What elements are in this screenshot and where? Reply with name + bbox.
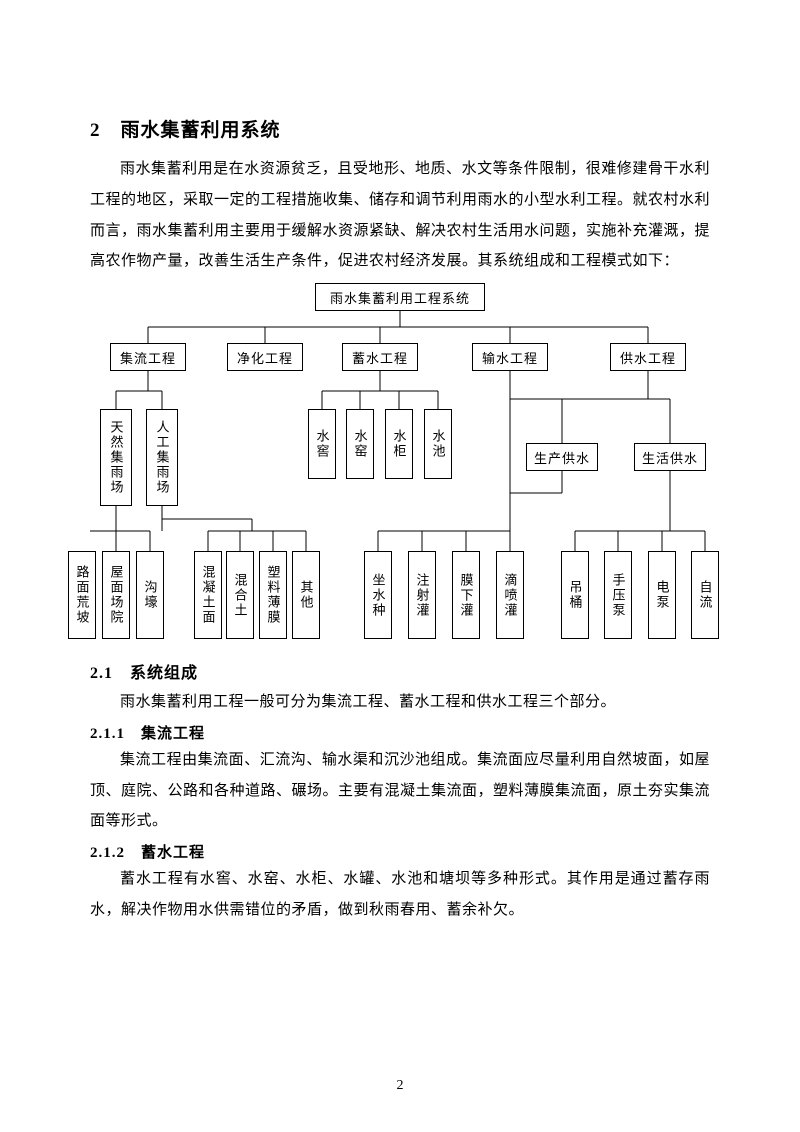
node-collect: 集流工程 <box>110 343 186 371</box>
leaf-life-0: 吊桶 <box>561 551 589 639</box>
node-prod-supply: 生产供水 <box>526 443 598 471</box>
heading-2: 2 雨水集蓄利用系统 <box>90 115 710 142</box>
node-artificial-field: 人工集雨场 <box>146 409 178 506</box>
tree-diagram: 雨水集蓄利用工程系统 集流工程 净化工程 蓄水工程 输水工程 供水工程 天然集雨… <box>90 283 710 653</box>
p-2-1-1: 集流工程由集流面、汇流沟、输水渠和沉沙池组成。集流面应尽量利用自然坡面，如屋顶、… <box>90 745 710 837</box>
leaf-natural-2: 沟壕 <box>136 551 164 639</box>
node-supply: 供水工程 <box>610 343 686 371</box>
intro-paragraph: 雨水集蓄利用是在水资源贫乏，且受地形、地质、水文等条件限制，很难修建骨干水利工程… <box>90 154 710 277</box>
heading-2-1-1: 2.1.1 集流工程 <box>90 722 710 743</box>
node-transport: 输水工程 <box>472 343 548 371</box>
p-2-1-2: 蓄水工程有水窖、水窑、水柜、水罐、水池和塘坝等多种形式。其作用是通过蓄存雨水，解… <box>90 864 710 926</box>
node-natural-field: 天然集雨场 <box>100 409 132 506</box>
p-2-1: 雨水集蓄利用工程一般可分为集流工程、蓄水工程和供水工程三个部分。 <box>90 687 710 718</box>
leaf-life-1: 手压泵 <box>604 551 632 639</box>
leaf-natural-1: 屋面场院 <box>102 551 130 639</box>
leaf-life-3: 自流 <box>691 551 719 639</box>
node-purify: 净化工程 <box>227 343 303 371</box>
leaf-irrigate-0: 坐水种 <box>364 551 392 639</box>
leaf-life-2: 电泵 <box>648 551 676 639</box>
node-storage-2: 水柜 <box>385 409 413 479</box>
heading-2-1-2: 2.1.2 蓄水工程 <box>90 841 710 862</box>
node-root: 雨水集蓄利用工程系统 <box>315 283 485 311</box>
leaf-irrigate-3: 滴喷灌 <box>496 551 524 639</box>
node-storage-3: 水池 <box>424 409 452 479</box>
leaf-artificial-1: 混合土 <box>226 551 254 639</box>
page-number: 2 <box>0 1078 800 1094</box>
leaf-irrigate-1: 注射灌 <box>408 551 436 639</box>
document-page: 2 雨水集蓄利用系统 雨水集蓄利用是在水资源贫乏，且受地形、地质、水文等条件限制… <box>0 0 800 1132</box>
leaf-artificial-2: 塑料薄膜 <box>259 551 287 639</box>
leaf-artificial-3: 其他 <box>292 551 320 639</box>
node-life-supply: 生活供水 <box>634 443 706 471</box>
node-storage-0: 水窖 <box>308 409 336 479</box>
node-store: 蓄水工程 <box>342 343 418 371</box>
node-storage-1: 水窑 <box>346 409 374 479</box>
leaf-artificial-0: 混凝土面 <box>194 551 222 639</box>
heading-2-1: 2.1 系统组成 <box>90 659 710 683</box>
leaf-irrigate-2: 膜下灌 <box>452 551 480 639</box>
leaf-natural-0: 路面荒坡 <box>68 551 96 639</box>
